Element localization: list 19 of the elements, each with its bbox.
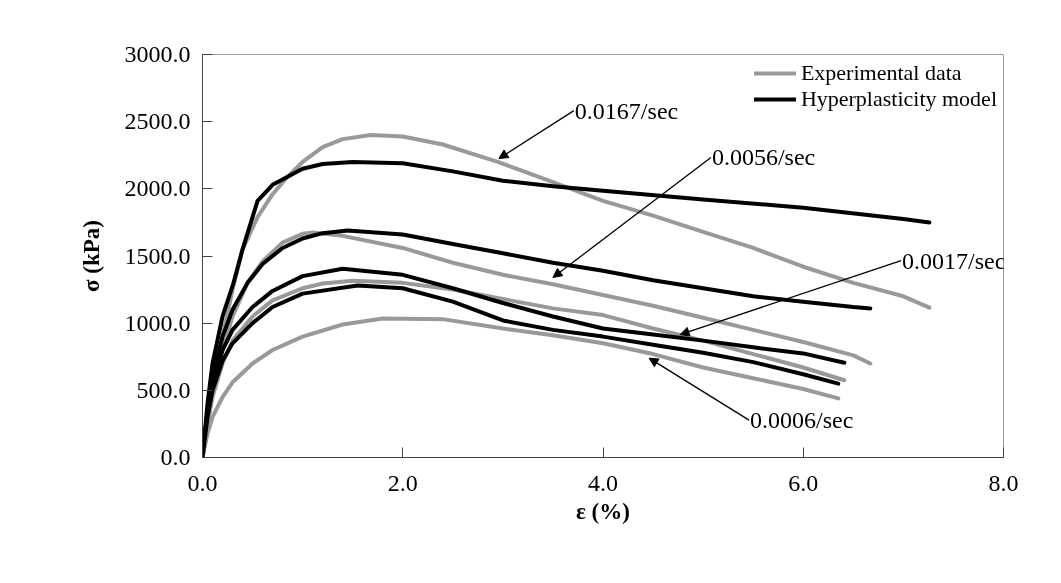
x-tick-label: 6.0 (788, 469, 819, 496)
x-tick-label: 0.0 (187, 469, 218, 496)
annotation: 0.0167/sec (574, 97, 679, 124)
y-tick-label: 500.0 (136, 376, 191, 403)
x-tick-label: 2.0 (387, 469, 418, 496)
legend-label: Hyperplasticity model (800, 86, 997, 112)
y-axis-title: σ (kPa) (78, 220, 104, 292)
annotation: 0.0006/sec (750, 407, 854, 434)
annotation: 0.0056/sec (711, 144, 816, 171)
y-tick-label: 2500.0 (124, 108, 191, 135)
y-tick-label: 1500.0 (124, 242, 191, 269)
legend-label: Experimental data (800, 60, 962, 86)
y-tick-label: 3000.0 (124, 41, 191, 67)
y-tick-label: 1000.0 (124, 309, 191, 336)
x-axis-title: ε (%) (576, 498, 630, 524)
y-tick-label: 2000.0 (124, 175, 191, 202)
x-tick-label: 8.0 (988, 469, 1019, 496)
y-tick-label: 0.0 (160, 444, 191, 470)
x-tick-label: 4.0 (588, 469, 618, 496)
